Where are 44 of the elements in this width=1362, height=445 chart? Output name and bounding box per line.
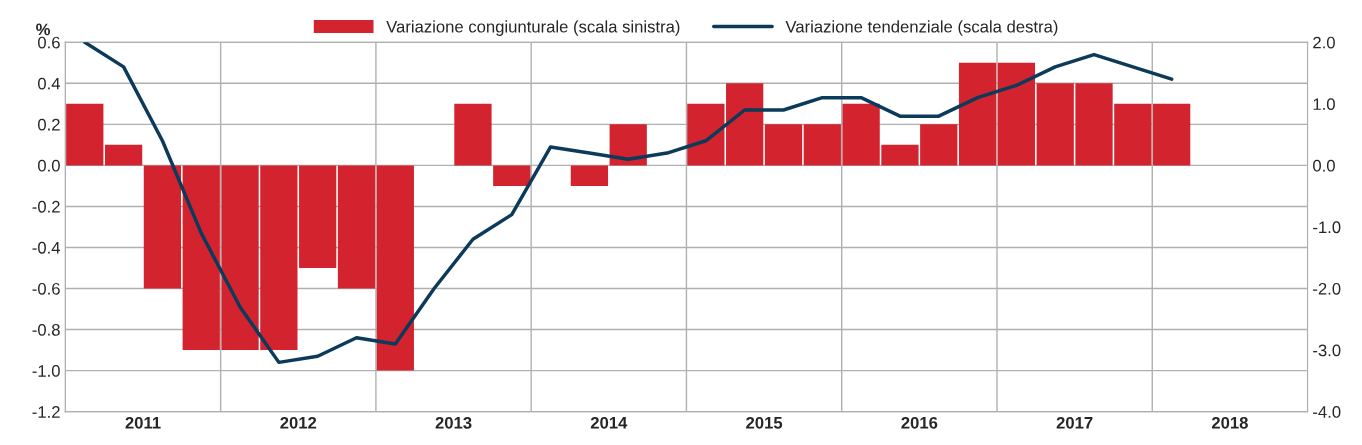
x-tick-label: 2014 <box>590 416 628 429</box>
bar <box>493 165 531 186</box>
y2-tick-label: -4.0 <box>1313 406 1341 418</box>
x-tick-label: 2018 <box>1211 416 1248 429</box>
bar <box>1153 103 1191 166</box>
y-tick-label: -1.2 <box>32 406 60 418</box>
y2-tick-label: -1.0 <box>1313 221 1341 234</box>
y-tick-label: 0.4 <box>38 77 61 90</box>
y-axis-title: % <box>36 23 51 36</box>
bar <box>570 165 609 186</box>
y-tick-label: -0.2 <box>32 200 60 213</box>
x-tick-label: 2017 <box>1056 416 1093 429</box>
bar <box>687 103 725 166</box>
y-tick-label: 0.6 <box>38 36 60 49</box>
y-tick-label: -0.6 <box>32 282 60 295</box>
legend-label: Variazione congiunturale (scala sinistra) <box>386 20 680 36</box>
bar <box>454 103 492 166</box>
y-tick-label: -0.4 <box>32 241 61 254</box>
y2-tick-label: -3.0 <box>1313 344 1341 357</box>
y2-tick-label: -2.0 <box>1313 282 1341 295</box>
bar <box>958 62 997 166</box>
y-tick-label: -0.8 <box>32 323 60 336</box>
bar <box>997 62 1036 166</box>
legend-label: Variazione tendenziale (scala destra) <box>785 20 1058 36</box>
y2-tick-label: 0.0 <box>1313 159 1335 172</box>
y2-tick-label: 2.0 <box>1313 36 1335 49</box>
bar <box>609 124 647 166</box>
bar <box>66 103 104 166</box>
x-tick-label: 2013 <box>435 416 472 429</box>
bar <box>104 144 143 166</box>
x-tick-label: 2012 <box>280 416 317 429</box>
y2-tick-label: 1.0 <box>1313 98 1335 111</box>
bar <box>337 165 376 289</box>
line-series <box>83 42 1174 365</box>
bar <box>764 124 803 166</box>
y-tick-label: 0.2 <box>38 118 60 131</box>
y-tick-label: 0.0 <box>38 159 60 172</box>
x-tick-label: 2015 <box>746 416 783 429</box>
x-tick-label: 2011 <box>125 416 161 429</box>
bar <box>726 83 764 166</box>
bar <box>376 165 414 371</box>
x-tick-label: 2016 <box>901 416 938 429</box>
y-tick-label: -1.0 <box>32 364 60 377</box>
bar <box>143 165 182 289</box>
